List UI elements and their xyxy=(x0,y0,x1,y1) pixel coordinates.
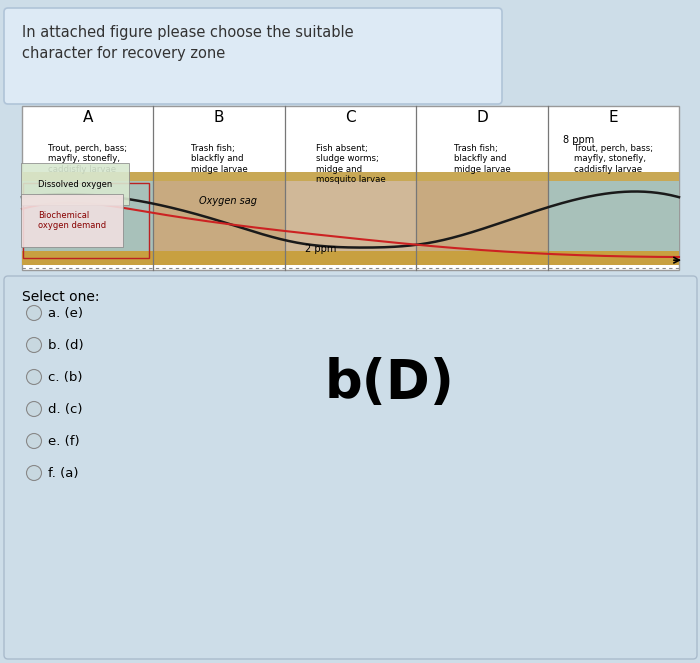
Text: Select one:: Select one: xyxy=(22,290,99,304)
Text: 2 ppm: 2 ppm xyxy=(304,244,336,254)
Text: a. (e): a. (e) xyxy=(48,306,83,320)
Bar xyxy=(547,182,679,260)
Text: D: D xyxy=(476,110,488,125)
Text: B: B xyxy=(214,110,224,125)
FancyBboxPatch shape xyxy=(4,8,502,104)
Text: Trout, perch, bass;
mayfly, stonefly,
caddisfly larvae: Trout, perch, bass; mayfly, stonefly, ca… xyxy=(48,144,127,174)
Circle shape xyxy=(27,369,41,385)
Bar xyxy=(22,106,679,270)
Circle shape xyxy=(27,337,41,353)
Text: c. (b): c. (b) xyxy=(48,371,83,383)
Text: b(D): b(D) xyxy=(325,357,455,409)
Text: Trash fish;
blackfly and
midge larvae: Trash fish; blackfly and midge larvae xyxy=(454,144,510,174)
Circle shape xyxy=(27,306,41,320)
Bar xyxy=(23,184,149,258)
Text: Dissolved oxygen: Dissolved oxygen xyxy=(38,180,113,188)
Text: character for recovery zone: character for recovery zone xyxy=(22,46,225,61)
Circle shape xyxy=(27,434,41,448)
Bar xyxy=(22,172,679,182)
Text: Fish absent;
sludge worms;
midge and
mosquito larvae: Fish absent; sludge worms; midge and mos… xyxy=(316,144,386,184)
Bar xyxy=(22,182,153,260)
Circle shape xyxy=(27,465,41,481)
Bar xyxy=(547,182,679,260)
Text: Trout, perch, bass;
mayfly, stonefly,
caddisfly larvae: Trout, perch, bass; mayfly, stonefly, ca… xyxy=(574,144,653,174)
Text: A: A xyxy=(83,110,93,125)
FancyBboxPatch shape xyxy=(4,276,697,659)
Bar xyxy=(22,182,153,260)
Text: e. (f): e. (f) xyxy=(48,434,80,448)
Text: b. (d): b. (d) xyxy=(48,339,83,351)
Text: Trash fish;
blackfly and
midge larvae: Trash fish; blackfly and midge larvae xyxy=(190,144,248,174)
Circle shape xyxy=(27,402,41,416)
Text: f. (a): f. (a) xyxy=(48,467,78,479)
Bar xyxy=(285,182,416,260)
Text: d. (c): d. (c) xyxy=(48,402,83,416)
Text: In attached figure please choose the suitable: In attached figure please choose the sui… xyxy=(22,25,354,40)
Text: Biochemical
oxygen demand: Biochemical oxygen demand xyxy=(38,211,106,230)
Text: E: E xyxy=(608,110,618,125)
Bar xyxy=(416,182,547,260)
Text: C: C xyxy=(345,110,356,125)
Text: 8 ppm: 8 ppm xyxy=(563,135,594,145)
Text: Oxygen sag: Oxygen sag xyxy=(199,196,258,206)
Bar xyxy=(22,251,679,265)
Bar xyxy=(153,182,285,260)
